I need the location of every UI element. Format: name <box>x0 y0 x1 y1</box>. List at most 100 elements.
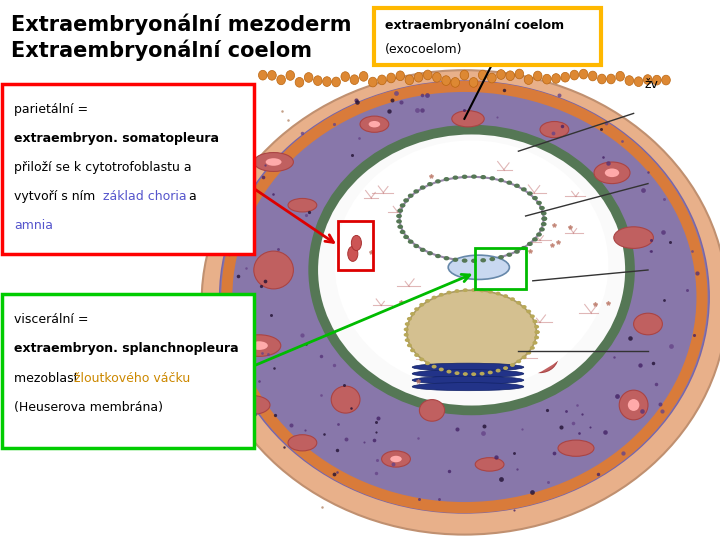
Ellipse shape <box>516 301 521 305</box>
Ellipse shape <box>313 76 322 85</box>
Text: extraembryon. somatopleura: extraembryon. somatopleura <box>14 132 220 145</box>
Ellipse shape <box>471 259 477 263</box>
Ellipse shape <box>503 366 508 370</box>
Ellipse shape <box>495 369 500 373</box>
Ellipse shape <box>478 70 487 80</box>
Ellipse shape <box>335 140 608 389</box>
Ellipse shape <box>628 399 639 411</box>
Ellipse shape <box>348 246 358 261</box>
Ellipse shape <box>403 235 409 239</box>
FancyBboxPatch shape <box>2 84 254 254</box>
Ellipse shape <box>462 259 467 263</box>
Ellipse shape <box>400 203 405 207</box>
Ellipse shape <box>526 351 531 355</box>
Text: Extraembryonální mezoderm
Extraembryonální coelom: Extraembryonální mezoderm Extraembryonál… <box>11 14 351 61</box>
Ellipse shape <box>644 75 652 84</box>
Ellipse shape <box>377 75 386 85</box>
Ellipse shape <box>341 72 350 82</box>
Ellipse shape <box>419 303 424 307</box>
Ellipse shape <box>414 72 423 82</box>
Ellipse shape <box>598 74 606 84</box>
Ellipse shape <box>462 174 467 179</box>
Ellipse shape <box>382 451 410 467</box>
Ellipse shape <box>503 212 534 242</box>
Ellipse shape <box>471 372 476 376</box>
Text: přiloží se k cytotrofoblastu a: přiloží se k cytotrofoblastu a <box>14 161 192 174</box>
Ellipse shape <box>533 350 547 363</box>
Ellipse shape <box>495 292 500 295</box>
Text: (Heuserova membrána): (Heuserova membrána) <box>14 401 163 414</box>
Ellipse shape <box>446 291 451 294</box>
Text: vytvoří s ním: vytvoří s ním <box>14 190 99 203</box>
Ellipse shape <box>532 196 538 200</box>
Ellipse shape <box>453 176 459 180</box>
Ellipse shape <box>420 248 426 252</box>
Ellipse shape <box>396 71 405 80</box>
Ellipse shape <box>288 198 317 212</box>
Ellipse shape <box>220 81 709 513</box>
Ellipse shape <box>202 70 720 535</box>
Ellipse shape <box>510 298 515 301</box>
Ellipse shape <box>454 372 459 375</box>
Ellipse shape <box>407 343 412 347</box>
Ellipse shape <box>431 296 436 300</box>
Ellipse shape <box>286 71 294 80</box>
Ellipse shape <box>413 189 419 193</box>
Ellipse shape <box>534 71 542 81</box>
Ellipse shape <box>435 254 441 258</box>
Ellipse shape <box>541 222 546 226</box>
Ellipse shape <box>254 152 294 172</box>
Ellipse shape <box>541 211 546 215</box>
Ellipse shape <box>607 74 616 84</box>
Text: viscerální =: viscerální = <box>14 313 89 326</box>
Ellipse shape <box>419 357 424 361</box>
Ellipse shape <box>506 253 512 257</box>
Ellipse shape <box>619 390 648 420</box>
Ellipse shape <box>487 370 492 374</box>
Ellipse shape <box>403 198 409 202</box>
Ellipse shape <box>433 72 441 82</box>
Ellipse shape <box>521 187 527 192</box>
Ellipse shape <box>332 77 341 87</box>
Ellipse shape <box>266 158 282 166</box>
Ellipse shape <box>331 386 360 413</box>
Ellipse shape <box>552 73 560 83</box>
Ellipse shape <box>446 370 451 374</box>
Ellipse shape <box>453 258 459 262</box>
Ellipse shape <box>258 70 267 80</box>
Ellipse shape <box>540 122 569 138</box>
Ellipse shape <box>527 191 533 195</box>
Ellipse shape <box>419 400 445 421</box>
FancyBboxPatch shape <box>374 8 601 65</box>
Ellipse shape <box>634 77 643 86</box>
Ellipse shape <box>634 313 662 335</box>
Ellipse shape <box>514 184 520 188</box>
Ellipse shape <box>423 70 432 80</box>
Ellipse shape <box>506 71 515 80</box>
Ellipse shape <box>400 177 544 261</box>
Ellipse shape <box>561 72 570 82</box>
Ellipse shape <box>400 230 405 234</box>
Ellipse shape <box>530 346 535 350</box>
Ellipse shape <box>480 175 486 179</box>
Ellipse shape <box>444 256 449 260</box>
Ellipse shape <box>387 73 395 83</box>
Ellipse shape <box>295 77 304 87</box>
Ellipse shape <box>522 340 558 373</box>
Ellipse shape <box>539 206 545 210</box>
Ellipse shape <box>521 305 526 309</box>
Text: extraembryon. splanchnopleura: extraembryon. splanchnopleura <box>14 342 239 355</box>
Ellipse shape <box>463 288 468 292</box>
Ellipse shape <box>480 258 486 262</box>
Ellipse shape <box>268 70 276 80</box>
Ellipse shape <box>543 75 552 84</box>
Ellipse shape <box>413 244 419 248</box>
Ellipse shape <box>614 227 654 248</box>
Text: parietální =: parietální = <box>14 103 89 116</box>
Ellipse shape <box>351 235 361 251</box>
Ellipse shape <box>510 363 515 367</box>
Ellipse shape <box>539 227 545 232</box>
Ellipse shape <box>562 281 590 302</box>
Ellipse shape <box>454 289 459 293</box>
Ellipse shape <box>579 69 588 79</box>
